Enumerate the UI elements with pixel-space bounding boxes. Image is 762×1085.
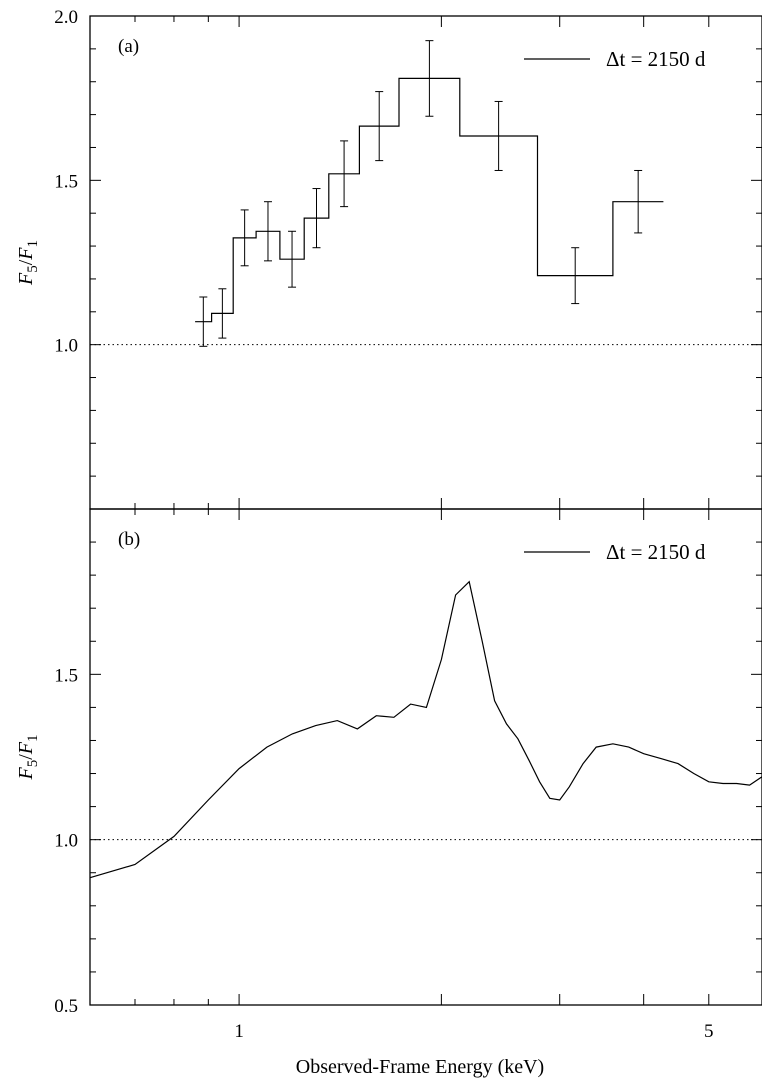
y-tick-label: 0.5 <box>54 996 78 1017</box>
y-axis-title: F5/F1 <box>15 735 41 781</box>
y-tick-label: 1.0 <box>54 336 78 357</box>
plot-frame <box>89 508 762 1006</box>
panel-a: 1.0 1.5 2.0 (a) Δt = 2150 d F5/F1 <box>15 7 762 510</box>
x-axis-title: Observed-Frame Energy (keV) <box>296 1056 544 1078</box>
y-tick-label: 1.5 <box>54 665 78 686</box>
panel-label: (b) <box>118 529 140 550</box>
y-axis-title: F5/F1 <box>15 240 41 286</box>
x-tick-label: 5 <box>704 1021 714 1042</box>
series-line <box>89 580 762 879</box>
y-tick-label: 1.5 <box>54 171 78 192</box>
y-tick-label: 1.0 <box>54 831 78 852</box>
y-tick-label: 2.0 <box>54 7 78 28</box>
plot-frame <box>89 15 762 510</box>
legend-label: Δt = 2150 d <box>606 47 706 71</box>
panel-label: (a) <box>118 36 139 57</box>
legend-label: Δt = 2150 d <box>606 540 706 564</box>
series-step-line <box>195 77 664 323</box>
panel-b: 0.5 1.0 1.5 1 5 (b) Δt = 2150 d F5/F1 <box>15 508 762 1042</box>
x-tick-label: 1 <box>234 1021 244 1042</box>
